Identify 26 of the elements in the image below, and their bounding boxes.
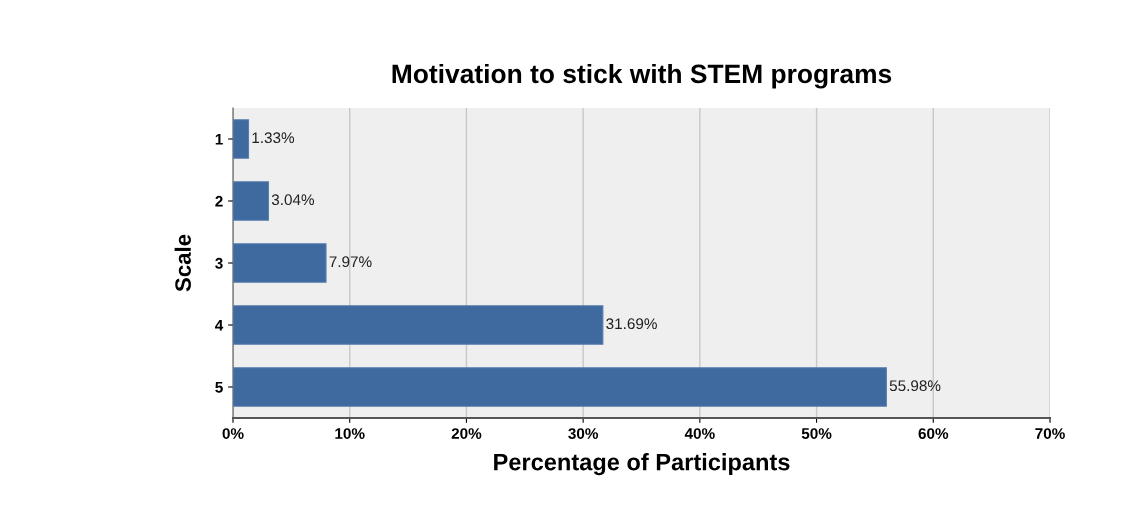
y-tick-label: 5 [215, 382, 223, 393]
bar [233, 243, 327, 283]
data-label: 1.33% [252, 132, 295, 144]
bar [233, 181, 270, 221]
bar [233, 119, 250, 159]
y-tick-label: 4 [215, 320, 224, 331]
data-label: 3.04% [271, 194, 315, 206]
x-tick-label: 0% [222, 428, 244, 439]
x-tick-label: 40% [684, 428, 715, 439]
data-label: 55.98% [889, 380, 941, 392]
x-tick-label: 50% [801, 428, 832, 439]
x-tick-label: 20% [451, 428, 482, 439]
x-tick-label: 70% [1035, 428, 1065, 439]
y-axis-title: Scale [174, 234, 191, 292]
chart-title: Motivation to stick with STEM programs [392, 63, 892, 89]
y-tick-label: 1 [215, 134, 223, 145]
bar [233, 367, 887, 407]
x-tick-label: 10% [335, 428, 365, 439]
x-tick-label: 60% [918, 428, 949, 439]
data-label: 31.69% [606, 318, 657, 330]
data-label: 7.97% [329, 256, 372, 268]
bar [233, 305, 604, 345]
y-tick-label: 2 [215, 195, 223, 207]
y-tick-label: 3 [215, 257, 223, 269]
x-axis-title: Percentage of Participants [494, 453, 790, 476]
x-tick-label: 30% [568, 428, 599, 439]
